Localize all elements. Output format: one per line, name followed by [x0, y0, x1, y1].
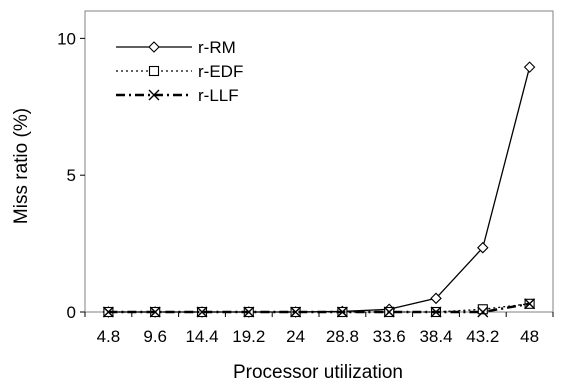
legend-label: r-EDF: [198, 62, 243, 81]
legend-label: r-RM: [198, 38, 236, 57]
y-axis-title: Miss ratio (%): [11, 108, 32, 224]
legend-marker: [148, 89, 160, 101]
y-tick-label: 10: [57, 29, 76, 48]
x-tick-label: 38.4: [419, 327, 452, 346]
legend: r-RM r-EDF r-LLF: [116, 38, 243, 105]
data-point: [524, 298, 536, 310]
y-axis: 0 5 10: [57, 29, 85, 322]
plot-area: [84, 10, 554, 313]
x-tick-label: 43.2: [466, 327, 499, 346]
legend-marker: [148, 41, 160, 53]
series-r-llf: [102, 298, 536, 318]
data-point: [477, 304, 488, 315]
x-axis: 4.8 9.6 14.4 19.2 24 28.8 33.6 38.4 43.2 48: [84, 312, 554, 346]
data-point: [477, 306, 489, 318]
x-tick-label: 33.6: [373, 327, 406, 346]
x-tick-label: 19.2: [232, 327, 265, 346]
legend-marker: [148, 65, 160, 77]
series-layer: [102, 61, 536, 318]
legend-entry: r-EDF: [116, 62, 243, 81]
data-point: [430, 292, 442, 305]
x-tick-label: 14.4: [185, 327, 218, 346]
x-tick-label: 48: [520, 327, 539, 346]
data-point: [149, 306, 161, 318]
legend-entry: r-RM: [116, 38, 236, 57]
y-tick-label: 5: [67, 166, 76, 185]
legend-label: r-LLF: [198, 86, 239, 105]
data-point: [243, 306, 255, 318]
data-point: [196, 306, 208, 318]
x-tick-label: 4.8: [97, 327, 121, 346]
series-line: [108, 302, 530, 314]
legend-entry: r-LLF: [116, 86, 239, 105]
data-point: [430, 306, 442, 318]
data-point: [383, 306, 395, 318]
x-axis-title: Processor utilization: [233, 362, 403, 383]
x-tick-label: 9.6: [143, 327, 167, 346]
x-tick-label: 24: [286, 327, 305, 346]
data-point: [477, 241, 489, 254]
data-point: [336, 306, 348, 318]
data-point: [102, 306, 114, 318]
data-point: [523, 61, 536, 73]
data-point: [290, 306, 302, 318]
y-tick-label: 0: [67, 303, 76, 322]
x-tick-label: 28.8: [326, 327, 359, 346]
